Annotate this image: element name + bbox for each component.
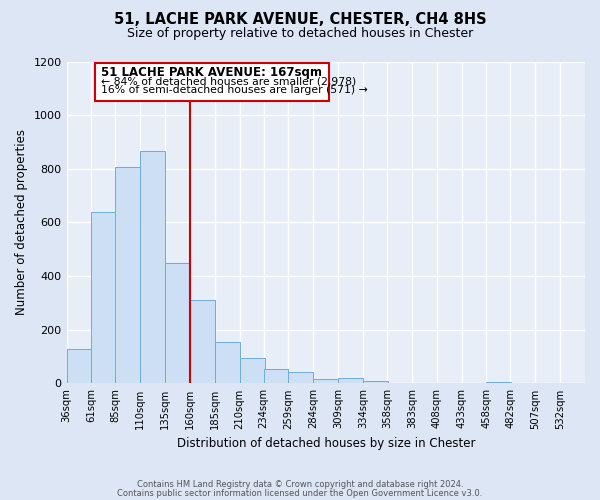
X-axis label: Distribution of detached houses by size in Chester: Distribution of detached houses by size … [176, 437, 475, 450]
Bar [289, 372, 313, 384]
Bar [190, 300, 215, 384]
Text: 16% of semi-detached houses are larger (571) →: 16% of semi-detached houses are larger (… [101, 85, 368, 95]
Bar [91, 212, 116, 384]
Text: ← 84% of detached houses are smaller (2,978): ← 84% of detached houses are smaller (2,… [101, 76, 356, 86]
Bar [313, 378, 338, 384]
Bar [140, 152, 165, 384]
Bar [363, 382, 388, 384]
Text: Contains public sector information licensed under the Open Government Licence v3: Contains public sector information licen… [118, 489, 482, 498]
Bar [263, 370, 289, 384]
Bar [215, 342, 239, 384]
Text: Size of property relative to detached houses in Chester: Size of property relative to detached ho… [127, 28, 473, 40]
Bar [67, 348, 91, 384]
Bar [239, 358, 265, 384]
Text: 51 LACHE PARK AVENUE: 167sqm: 51 LACHE PARK AVENUE: 167sqm [101, 66, 322, 78]
Bar [387, 382, 412, 384]
Bar [165, 262, 190, 384]
Y-axis label: Number of detached properties: Number of detached properties [15, 130, 28, 316]
Bar [115, 168, 140, 384]
Text: Contains HM Land Registry data © Crown copyright and database right 2024.: Contains HM Land Registry data © Crown c… [137, 480, 463, 489]
Bar [338, 378, 363, 384]
FancyBboxPatch shape [95, 64, 329, 101]
Bar [487, 382, 511, 384]
Text: 51, LACHE PARK AVENUE, CHESTER, CH4 8HS: 51, LACHE PARK AVENUE, CHESTER, CH4 8HS [113, 12, 487, 28]
